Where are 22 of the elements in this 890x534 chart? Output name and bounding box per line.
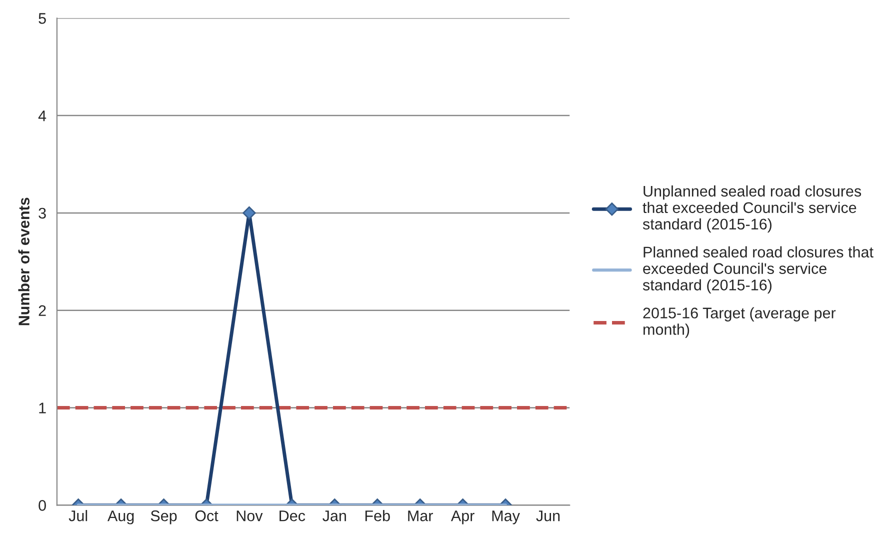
y-tick-label: 5 <box>38 13 46 24</box>
x-tick-label: Feb <box>365 510 390 522</box>
x-tick-label: Aug <box>107 510 134 524</box>
x-tick-label: Jun <box>536 510 560 522</box>
x-tick-label: Oct <box>195 510 218 522</box>
x-tick-label: Sep <box>150 510 177 524</box>
x-tick-label: May <box>492 510 520 524</box>
legend-label: 2015-16 Target (average per month) <box>643 307 836 338</box>
y-tick-label: 2 <box>38 305 46 316</box>
y-tick-label: 0 <box>38 500 46 511</box>
x-tick-label: Dec <box>280 510 306 522</box>
x-tick-label: Nov <box>236 510 263 522</box>
x-tick-label: Apr <box>450 510 474 524</box>
x-tick-label: Mar <box>408 510 433 522</box>
x-tick-label: Jul <box>68 510 88 522</box>
legend-label: Planned sealed road closures that exceeded Council's service standard (2015-16) <box>642 246 874 294</box>
x-tick-label: Jan <box>322 510 346 522</box>
y-tick-label: 3 <box>38 208 46 219</box>
y-tick-label: 4 <box>38 110 46 122</box>
y-axis-title: Number of events <box>18 198 30 326</box>
y-tick-label: 1 <box>39 402 46 414</box>
legend-label: Unplanned sealed road closures that exceeded Council's service standard (2015-16) <box>642 185 862 233</box>
